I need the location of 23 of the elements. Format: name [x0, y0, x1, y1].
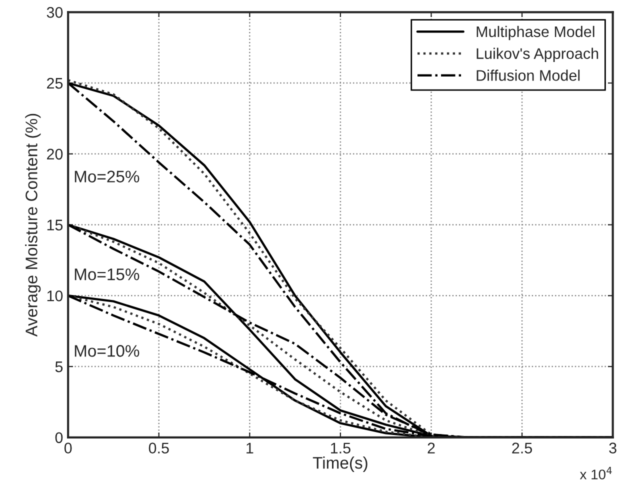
legend-label: Diffusion Model	[476, 70, 580, 81]
x-axis-title: Time(s)	[312, 456, 368, 472]
annotation: Mo=25%	[74, 170, 140, 182]
text: x 10$^{4}$	[580, 466, 612, 480]
x-tick-label: 1	[246, 442, 254, 454]
legend-label: Multiphase Model	[476, 26, 594, 40]
annotation: Mo=15%	[74, 268, 140, 280]
x-tick-label: 2.5	[512, 442, 532, 454]
annotation: Mo=10%	[74, 345, 140, 357]
y-tick-label: 15	[47, 220, 63, 230]
x-tick-label: 3	[609, 442, 616, 454]
y-axis-title: Average Moisture Content (%)	[25, 114, 41, 337]
x-tick-label: 0	[64, 442, 72, 454]
legend-label: Luikov's Approach	[476, 48, 598, 62]
x-tick-label: 1.5	[330, 442, 350, 454]
y-tick-label: 10	[47, 290, 63, 302]
y-tick-label: 30	[46, 7, 63, 18]
x-tick-label: 2	[428, 442, 435, 454]
y-tick-label: 0	[55, 432, 63, 444]
y-tick-label: 20	[47, 148, 63, 160]
y-tick-label: 25	[47, 78, 63, 89]
x-tick-label: 0.5	[148, 442, 169, 454]
y-tick-label: 5	[55, 362, 63, 372]
